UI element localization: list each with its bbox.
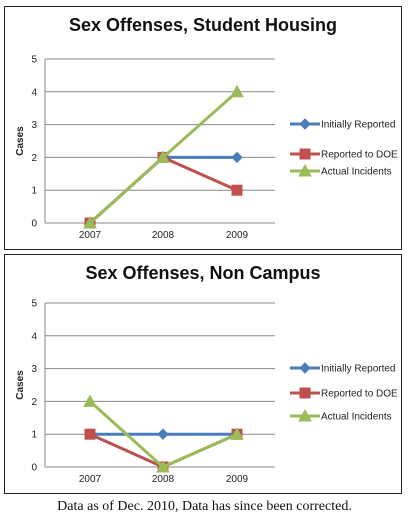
legend-marker	[299, 118, 311, 130]
x-tick-label: 2009	[226, 474, 249, 485]
x-tick-label: 2007	[79, 474, 102, 485]
x-tick-label: 2008	[152, 474, 175, 485]
data-point	[230, 84, 244, 98]
legend-label: Actual Incidents	[321, 412, 392, 423]
y-tick-label: 4	[31, 87, 37, 98]
data-point	[230, 427, 244, 440]
legend-marker	[299, 362, 311, 374]
footer-note: Data as of Dec. 2010, Data has since bee…	[57, 499, 352, 514]
data-point	[231, 184, 243, 196]
data-point	[83, 215, 97, 229]
legend-marker	[298, 408, 312, 422]
data-point	[84, 428, 96, 440]
x-tick-label: 2008	[152, 230, 175, 241]
y-tick-label: 0	[31, 463, 37, 474]
data-point	[156, 150, 170, 163]
legend-label: Actual Incidents	[321, 167, 392, 178]
y-axis-label: Cases	[15, 370, 26, 400]
y-tick-label: 3	[31, 120, 37, 131]
y-tick-label: 2	[31, 153, 37, 164]
y-axis-label: Cases	[15, 126, 26, 156]
y-tick-label: 1	[31, 186, 37, 197]
chart-panel-student-housing: Sex Offenses, Student Housing 0 1 2 3 4 5 2007…	[4, 6, 402, 250]
data-point	[83, 394, 97, 407]
legend-marker	[299, 387, 311, 399]
y-tick-label: 1	[31, 430, 37, 441]
legend-label: Initially Reported	[321, 120, 395, 131]
y-tick-label: 4	[31, 331, 37, 342]
chart-plot-student-housing: 0 1 2 3 4 5 2007 2008 2009 Cases Initially Reporte…	[15, 55, 398, 242]
chart-plot-non-campus: 0 1 2 3 4 5 2007 2008 2009 Cases Initially Reporte…	[15, 299, 398, 486]
legend-marker	[299, 148, 311, 160]
y-tick-label: 5	[31, 55, 37, 66]
data-point	[156, 459, 170, 473]
legend-label: Reported to DOE	[321, 389, 398, 400]
y-tick-label: 3	[31, 364, 37, 375]
y-tick-label: 0	[31, 219, 37, 230]
data-point	[231, 151, 243, 164]
x-tick-label: 2009	[226, 230, 249, 241]
legend-label: Initially Reported	[321, 364, 395, 375]
y-tick-label: 2	[31, 397, 37, 408]
data-point	[157, 428, 169, 440]
y-tick-label: 5	[31, 299, 37, 310]
chart-title: Sex Offenses, Student Housing	[68, 15, 338, 35]
x-tick-label: 2007	[79, 230, 102, 241]
chart-title: Sex Offenses, Non Campus	[85, 263, 321, 283]
legend-label: Reported to DOE	[321, 150, 398, 161]
chart-panel-non-campus: Sex Offenses, Non Campus 0 1 2 3 4 5 2007 2008 2…	[4, 254, 402, 494]
legend-marker	[298, 163, 312, 177]
